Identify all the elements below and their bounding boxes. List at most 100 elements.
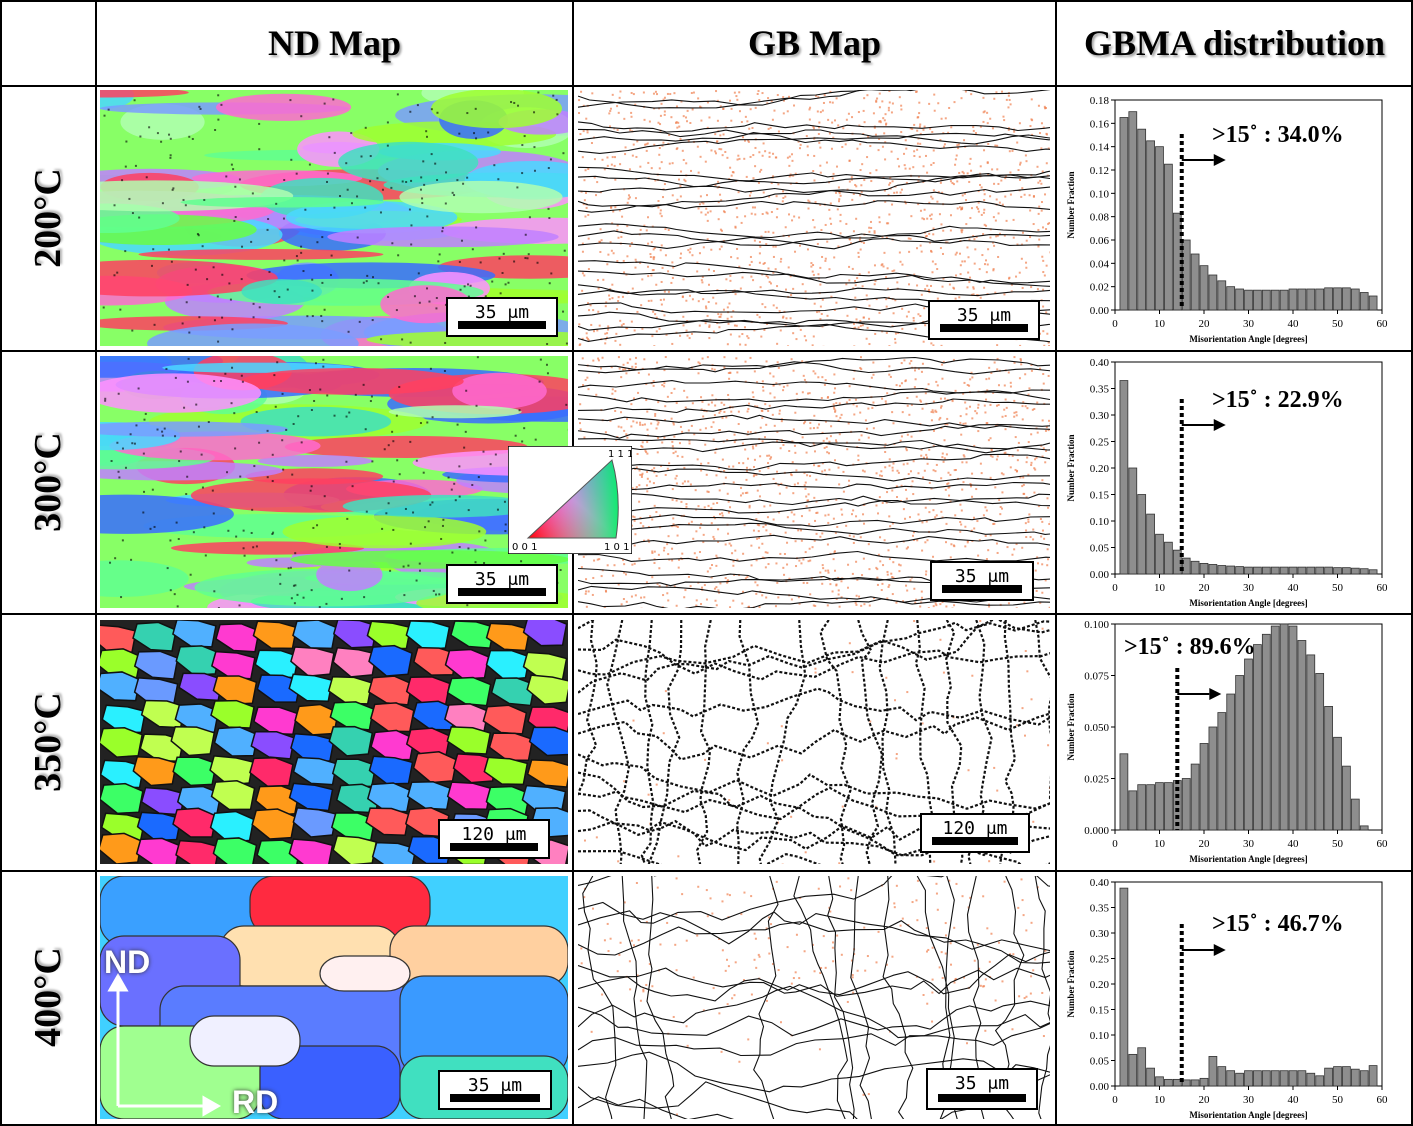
y-tick-label: 0.02: [1090, 282, 1109, 294]
histogram-bar: [1235, 566, 1244, 575]
histogram-bar: [1324, 706, 1333, 831]
x-tick-label: 20: [1199, 1094, 1211, 1106]
header-gbma-distribution: GBMA distribution: [1083, 23, 1386, 63]
histogram-bar: [1119, 753, 1129, 831]
row-label-400c: 400°C: [27, 947, 69, 1047]
histogram-bar: [1350, 798, 1360, 831]
gbma-annotation-350c: >15˚ : 89.6%: [1124, 634, 1256, 660]
histogram-bar: [1261, 1070, 1271, 1087]
scale-line: [932, 837, 1018, 845]
y-tick-label: 0.18: [1090, 95, 1110, 107]
histogram-bar: [1342, 765, 1351, 831]
histogram-bar: [1137, 1047, 1147, 1087]
histogram-bar: [1359, 292, 1369, 311]
x-tick-label: 10: [1154, 318, 1166, 330]
scale-line: [458, 321, 546, 329]
scale-label: 35 μm: [467, 1075, 523, 1096]
gbma-chart-350c: 0.000 0.025 0.050 0.075 0.100 0 10 20 30 40 50 60 Mi…: [1066, 619, 1389, 864]
histogram-bar: [1253, 644, 1262, 831]
y-tick-label: 0.15: [1090, 490, 1110, 502]
histogram-bar: [1368, 295, 1378, 311]
histogram-bar: [1199, 562, 1209, 575]
histogram-bar: [1253, 289, 1262, 311]
y-tick-label: 0.075: [1084, 671, 1109, 683]
histogram-bar: [1128, 111, 1138, 311]
y-tick-label: 0.100: [1084, 619, 1109, 631]
scale-line: [942, 585, 1022, 593]
x-tick-label: 0: [1112, 1094, 1118, 1106]
micrograph-texture: [100, 620, 568, 864]
histogram-bar: [1288, 566, 1298, 575]
y-tick-label: 0.30: [1090, 410, 1110, 422]
scale-line: [938, 1094, 1026, 1102]
y-tick-label: 0.35: [1090, 903, 1110, 915]
histogram-bar: [1297, 640, 1307, 831]
x-tick-label: 40: [1288, 318, 1300, 330]
y-tick-label: 0.35: [1090, 384, 1110, 396]
histogram-bar: [1181, 557, 1191, 575]
histogram-bar: [1164, 782, 1173, 831]
histogram-bar: [1368, 1065, 1378, 1087]
histogram-bar: [1359, 825, 1369, 831]
histogram-bar: [1226, 1070, 1236, 1087]
x-tick-label: 10: [1154, 838, 1166, 850]
y-tick-label: 0.14: [1090, 142, 1110, 154]
histogram-bar: [1181, 778, 1191, 831]
histogram-bar: [1119, 117, 1129, 311]
scale-label: 35 μm: [474, 302, 530, 323]
histogram-bar: [1368, 569, 1378, 575]
y-axis-label: Number Fraction: [1066, 171, 1076, 238]
histogram-bar: [1235, 675, 1244, 831]
x-tick-label: 50: [1332, 1094, 1344, 1106]
histogram-bar: [1244, 289, 1253, 311]
histogram-bar: [1199, 743, 1209, 831]
histogram-bar: [1324, 1067, 1333, 1087]
scale-bar-nd-300c: 35 μm: [446, 564, 558, 604]
histogram-bar: [1315, 566, 1325, 575]
histogram-bar: [1155, 533, 1164, 575]
histogram-bar: [1279, 566, 1289, 575]
histogram-bar: [1350, 1068, 1360, 1087]
x-tick-label: 30: [1243, 582, 1255, 594]
histogram-bar: [1244, 566, 1253, 575]
histogram-bar: [1324, 566, 1333, 575]
histogram-bar: [1226, 565, 1236, 575]
histogram-bar: [1146, 140, 1155, 311]
histogram-bar: [1172, 1078, 1182, 1087]
histogram-bar: [1190, 253, 1200, 311]
x-tick-label: 0: [1112, 318, 1118, 330]
x-axis-label: Misorientation Angle [degrees]: [1189, 854, 1307, 864]
nd-map-350c: [100, 620, 568, 864]
histogram-bar: [1315, 1075, 1325, 1087]
histogram-bar: [1279, 623, 1289, 831]
x-tick-label: 50: [1332, 582, 1344, 594]
y-tick-label: 0.000: [1084, 825, 1109, 837]
gbma-annotation-400c: >15˚ : 46.7%: [1212, 911, 1344, 937]
x-tick-label: 0: [1112, 582, 1118, 594]
rd-axis-label: RD: [232, 1084, 279, 1120]
gbma-chart-200c: 0.00 0.02 0.04 0.06 0.08 0.10 0.12 0.14 0.16 0.18…: [1066, 95, 1388, 344]
y-tick-label: 0.20: [1090, 979, 1110, 991]
histogram-bar: [1288, 625, 1298, 831]
scale-bar-gb-400c: 35 μm: [926, 1068, 1038, 1110]
histogram-bar: [1333, 567, 1342, 575]
histogram-bar: [1217, 565, 1227, 575]
ipf-color-legend: 1 1 1 0 0 1 1 0 1: [508, 446, 632, 554]
scale-bar-gb-200c: 35 μm: [928, 300, 1040, 340]
x-tick-label: 60: [1377, 838, 1389, 850]
histogram-bar: [1119, 887, 1129, 1087]
histogram-bar: [1350, 567, 1360, 575]
header-gb-map: GB Map: [747, 23, 881, 63]
histogram-bar: [1253, 566, 1262, 575]
histogram-bar: [1128, 790, 1138, 831]
histogram-bar: [1333, 1066, 1342, 1087]
x-tick-label: 60: [1377, 1094, 1389, 1106]
gbma-annotation-300c: >15˚ : 22.9%: [1212, 387, 1344, 413]
histogram-bar: [1244, 658, 1253, 831]
histogram-bar: [1324, 287, 1333, 311]
threshold-arrowhead: [1209, 688, 1222, 700]
x-tick-label: 40: [1288, 582, 1300, 594]
x-tick-label: 10: [1154, 1094, 1166, 1106]
y-tick-label: 0.30: [1090, 928, 1110, 940]
x-tick-label: 20: [1199, 582, 1211, 594]
